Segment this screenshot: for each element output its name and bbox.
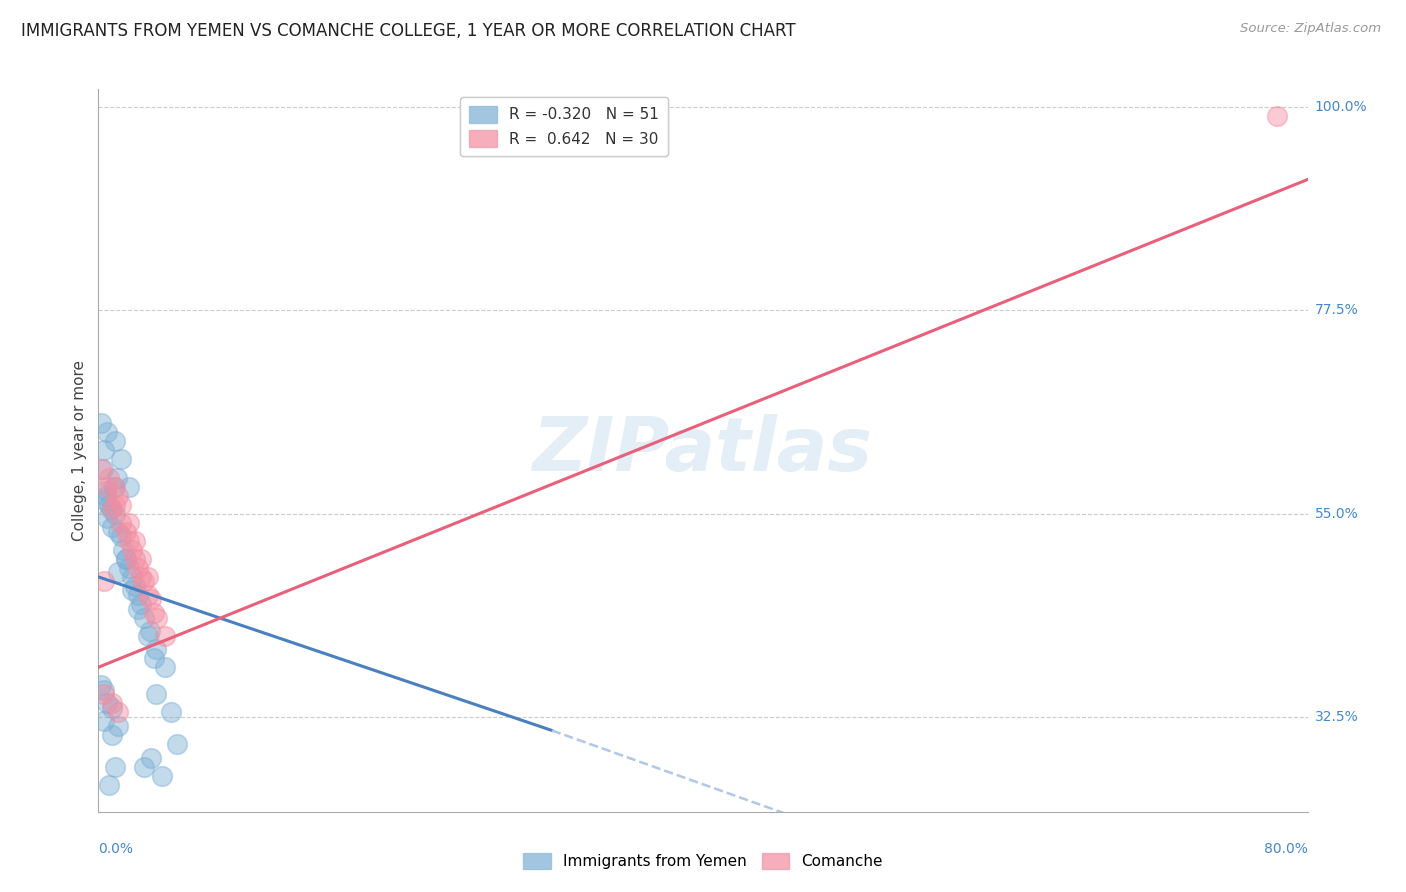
Point bbox=[114, 524, 136, 539]
Point bbox=[96, 425, 118, 440]
Legend: R = -0.320   N = 51, R =  0.642   N = 30: R = -0.320 N = 51, R = 0.642 N = 30 bbox=[460, 97, 668, 156]
Point bbox=[129, 570, 152, 584]
Text: 55.0%: 55.0% bbox=[1315, 507, 1358, 521]
Point bbox=[127, 588, 149, 602]
Point bbox=[90, 417, 112, 431]
Point bbox=[96, 480, 118, 494]
Point bbox=[107, 719, 129, 733]
Point bbox=[153, 629, 176, 643]
Point bbox=[107, 524, 129, 539]
Point bbox=[104, 498, 127, 512]
Text: 80.0%: 80.0% bbox=[1264, 842, 1308, 856]
Point bbox=[118, 480, 141, 494]
Text: 100.0%: 100.0% bbox=[1315, 100, 1367, 114]
Point bbox=[103, 480, 125, 494]
Point bbox=[124, 579, 146, 593]
Text: 32.5%: 32.5% bbox=[1315, 710, 1358, 724]
Point bbox=[124, 551, 146, 566]
Point bbox=[100, 502, 122, 516]
Point bbox=[104, 434, 127, 449]
Point bbox=[143, 606, 166, 620]
Y-axis label: College, 1 year or more: College, 1 year or more bbox=[72, 360, 87, 541]
Point bbox=[121, 583, 143, 598]
Point bbox=[145, 642, 167, 657]
Point bbox=[127, 601, 149, 615]
Point bbox=[132, 759, 155, 773]
Text: IMMIGRANTS FROM YEMEN VS COMANCHE COLLEGE, 1 YEAR OR MORE CORRELATION CHART: IMMIGRANTS FROM YEMEN VS COMANCHE COLLEG… bbox=[21, 22, 796, 40]
Point bbox=[110, 498, 132, 512]
Point bbox=[93, 443, 115, 458]
Point bbox=[136, 570, 159, 584]
Point bbox=[143, 651, 166, 665]
Point bbox=[93, 493, 115, 508]
Legend: Immigrants from Yemen, Comanche: Immigrants from Yemen, Comanche bbox=[517, 847, 889, 875]
Text: 0.0%: 0.0% bbox=[98, 842, 134, 856]
Text: Source: ZipAtlas.com: Source: ZipAtlas.com bbox=[1240, 22, 1381, 36]
Point bbox=[141, 592, 163, 607]
Point bbox=[101, 697, 124, 711]
Text: ZIPatlas: ZIPatlas bbox=[533, 414, 873, 487]
Point bbox=[166, 737, 188, 751]
Point bbox=[114, 551, 136, 566]
Point bbox=[104, 507, 127, 521]
Point bbox=[139, 624, 162, 639]
Point bbox=[146, 610, 169, 624]
Point bbox=[101, 520, 124, 534]
Point bbox=[90, 678, 112, 692]
Point bbox=[90, 461, 112, 475]
Point bbox=[129, 551, 152, 566]
Point bbox=[111, 542, 134, 557]
Point bbox=[105, 470, 128, 484]
Point bbox=[96, 697, 118, 711]
Point bbox=[127, 561, 149, 575]
Point bbox=[114, 551, 136, 566]
Point bbox=[93, 682, 115, 697]
Point bbox=[121, 570, 143, 584]
Point bbox=[101, 728, 124, 742]
Text: 77.5%: 77.5% bbox=[1315, 303, 1358, 318]
Point bbox=[124, 533, 146, 548]
Point bbox=[98, 778, 121, 792]
Point bbox=[110, 529, 132, 543]
Point bbox=[98, 498, 121, 512]
Point bbox=[107, 566, 129, 580]
Point bbox=[110, 452, 132, 467]
Point bbox=[93, 687, 115, 701]
Point bbox=[110, 516, 132, 530]
Point bbox=[91, 461, 114, 475]
Point bbox=[107, 706, 129, 720]
Point bbox=[96, 511, 118, 525]
Point bbox=[93, 574, 115, 589]
Point bbox=[132, 610, 155, 624]
Point bbox=[118, 533, 141, 548]
Point bbox=[107, 489, 129, 503]
Point bbox=[141, 750, 163, 764]
Point bbox=[160, 706, 183, 720]
Point bbox=[136, 629, 159, 643]
Point bbox=[118, 561, 141, 575]
Point bbox=[145, 687, 167, 701]
Point bbox=[98, 470, 121, 484]
Point bbox=[104, 759, 127, 773]
Point bbox=[101, 701, 124, 715]
Point bbox=[94, 484, 117, 499]
Point bbox=[94, 489, 117, 503]
Point bbox=[104, 480, 127, 494]
Point bbox=[136, 588, 159, 602]
Point bbox=[132, 574, 155, 589]
Point bbox=[93, 714, 115, 729]
Point bbox=[129, 597, 152, 611]
Point bbox=[153, 660, 176, 674]
Point bbox=[1267, 109, 1289, 123]
Point bbox=[121, 542, 143, 557]
Point bbox=[101, 502, 124, 516]
Point bbox=[150, 769, 173, 783]
Point bbox=[118, 516, 141, 530]
